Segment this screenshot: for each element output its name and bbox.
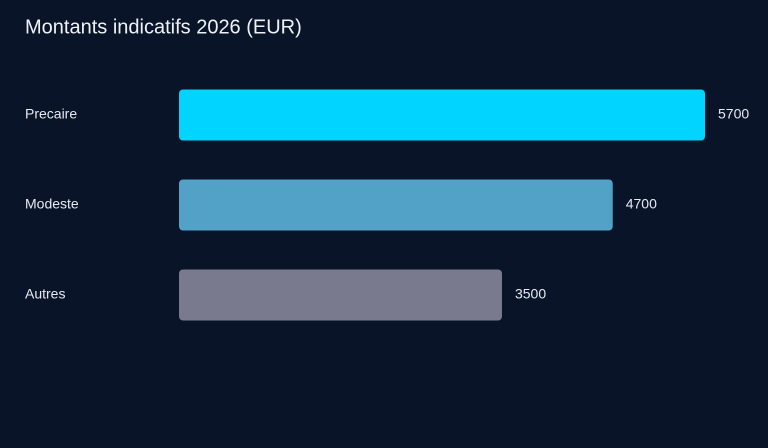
- category-label: Modeste: [25, 196, 79, 212]
- category-label: Precaire: [25, 106, 77, 122]
- chart-title: Montants indicatifs 2026 (EUR): [25, 16, 302, 38]
- value-label: 3500: [515, 286, 546, 302]
- bar: [179, 89, 705, 141]
- bar: [179, 179, 613, 231]
- value-label: 4700: [626, 196, 657, 212]
- value-label: 5700: [718, 106, 749, 122]
- category-label: Autres: [25, 286, 65, 302]
- bar: [179, 269, 502, 321]
